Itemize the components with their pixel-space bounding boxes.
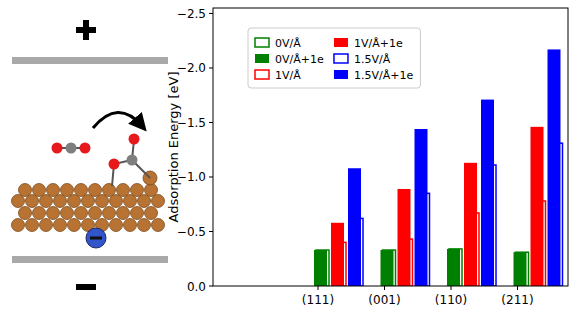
arrow: [93, 112, 142, 128]
bar: [449, 249, 462, 286]
cu-atom: [138, 219, 151, 232]
cu-atom: [68, 219, 81, 232]
oxygen: [52, 143, 63, 154]
cu-atom: [61, 184, 74, 197]
bar: [516, 252, 529, 286]
y-tick-label: 0.0: [187, 280, 206, 294]
cu-atom: [131, 207, 144, 220]
legend-box: [248, 28, 420, 88]
bar: [417, 193, 430, 286]
bar: [350, 218, 363, 286]
y-tick-label: −0.5: [177, 225, 206, 239]
legend-label: 1.5V/Å+1e: [354, 69, 413, 82]
y-tick: [209, 122, 213, 123]
cu-atom: [110, 219, 123, 232]
x-tick-label: (211): [501, 293, 533, 307]
cu-atom: [26, 219, 39, 232]
legend-swatch: [334, 70, 348, 79]
minus-sign: [76, 284, 96, 290]
cu-atom: [33, 207, 46, 220]
legend-swatch: [255, 70, 269, 79]
cu-atom: [19, 184, 32, 197]
legend-label: 0V/Å+1e: [275, 53, 324, 66]
y-tick: [209, 231, 213, 232]
schematic: [12, 20, 169, 290]
y-tick: [209, 13, 213, 14]
y-tick-label: −2.0: [177, 61, 206, 75]
cu-atom: [103, 184, 116, 197]
bar: [383, 250, 396, 286]
cu-atom: [103, 207, 116, 220]
x-tick-label: (001): [368, 293, 400, 307]
legend-label: 1.5V/Å: [354, 53, 391, 66]
cu-atom: [145, 207, 158, 220]
cu-atom: [12, 219, 25, 232]
electron: [86, 228, 106, 248]
plot-frame: [213, 8, 568, 286]
legend-label: 1V/Å+1e: [354, 37, 403, 50]
cu-atom: [117, 184, 130, 197]
bottom-plate: [12, 256, 168, 263]
cu-atom: [75, 207, 88, 220]
legend-swatch: [255, 38, 269, 47]
cu-atom: [33, 184, 46, 197]
x-tick: [451, 286, 452, 290]
cu-atom: [131, 184, 144, 197]
y-axis-title: Adsorption Energy [eV]: [166, 72, 181, 223]
bar: [333, 242, 346, 286]
x-tick-label: (111): [302, 293, 334, 307]
y-tick: [209, 286, 213, 287]
x-tick: [318, 286, 319, 290]
bar: [550, 143, 563, 286]
y-tick: [209, 176, 213, 177]
carbon: [66, 143, 77, 154]
legend: 0V/Å 0V/Å+1e 1V/Å 1V/Å+1e 1.5V/Å 1.5V/Å+1e: [248, 28, 420, 88]
plus-sign: [83, 20, 89, 40]
oxygen: [109, 159, 120, 170]
oxygen: [80, 143, 91, 154]
y-tick-label: −1.0: [177, 170, 206, 184]
bar: [316, 250, 329, 286]
cu-atom: [75, 184, 88, 197]
legend-swatch: [334, 38, 348, 47]
cu-atom: [89, 207, 102, 220]
cu-atom: [47, 184, 60, 197]
cu-atom: [145, 184, 158, 197]
legend-label: 1V/Å: [275, 69, 301, 82]
y-tick-label: −1.5: [177, 116, 206, 130]
bar: [483, 165, 496, 286]
y-tick-label: −2.5: [177, 7, 206, 21]
cu-atom: [61, 207, 74, 220]
cu-atom: [117, 207, 130, 220]
legend-label: 0V/Å: [275, 37, 301, 50]
top-plate: [12, 57, 168, 64]
bar: [533, 201, 546, 286]
cu-atom: [54, 219, 67, 232]
x-tick: [384, 286, 385, 290]
electron-minus: [90, 237, 102, 240]
bar: [466, 213, 479, 286]
cu-atom: [19, 207, 32, 220]
bar: [400, 239, 413, 286]
x-tick: [517, 286, 518, 290]
cu-atom: [124, 219, 137, 232]
legend-swatch: [334, 54, 348, 63]
cu-atom: [40, 219, 53, 232]
carbon: [127, 155, 138, 166]
legend-swatch: [255, 54, 269, 63]
x-tick-label: (110): [435, 293, 467, 307]
cu-atom: [89, 184, 102, 197]
figure: 0.0 −0.5 −1.0 −1.5 −2.0 −2.5 (111) (001) (110) (2…: [0, 0, 583, 327]
cu-atom: [152, 219, 165, 232]
y-tick: [209, 67, 213, 68]
cu-atom: [47, 207, 60, 220]
oxygen: [129, 134, 140, 145]
